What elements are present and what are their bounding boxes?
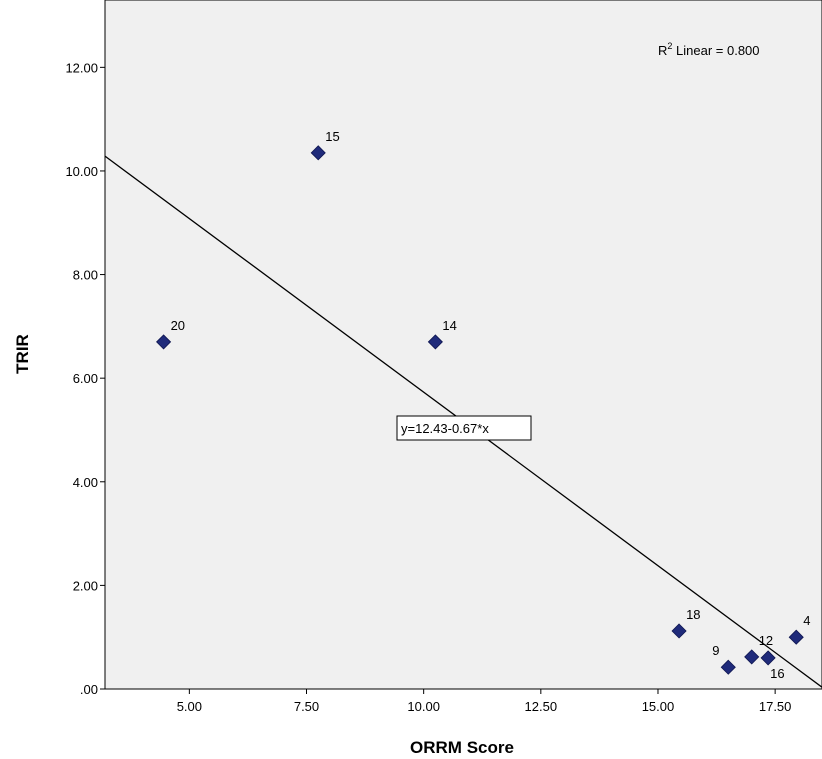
point-label: 4 [803,613,810,628]
data-point [760,650,776,666]
axis-layer: 5.00 7.50 10.00 12.50 15.00 17.50 .00 2.00 4.00 6… [65,60,791,714]
data-point [427,334,443,350]
x-tick-label: 7.50 [294,699,319,714]
x-tick-label: 12.50 [525,699,558,714]
x-tick-label: 5.00 [177,699,202,714]
y-tick-label: 2.00 [73,578,98,593]
fit-equation-frame [396,415,532,441]
plot-area [104,0,822,690]
data-point [671,623,687,639]
point-label: 15 [325,129,339,144]
points-layer: 20 15 14 18 9 12 16 4 [156,129,810,681]
data-point [720,659,736,675]
point-label: 9 [712,643,719,658]
point-label: 20 [171,318,185,333]
point-label: 18 [686,607,700,622]
fit-equation-box: y=12.43-0.67*x [396,415,532,441]
x-tick-label: 17.50 [759,699,792,714]
x-tick-label: 10.00 [407,699,440,714]
y-tick-label: 4.00 [73,475,98,490]
y-tick-label: 6.00 [73,371,98,386]
fit-equation-label: y=12.43-0.67*x [401,421,489,436]
r2-suffix: Linear = 0.800 [672,43,759,58]
data-point [744,649,760,665]
y-axis-title: TRIR [13,334,32,374]
data-point [156,334,172,350]
point-label: 12 [759,633,773,648]
data-point [788,629,804,645]
r2-prefix: R [658,43,667,58]
point-label: 14 [442,318,456,333]
y-tick-label: 12.00 [65,60,98,75]
y-tick-label: 10.00 [65,164,98,179]
r2-annotation: R2 Linear = 0.800 [658,41,760,58]
y-tick-label: .00 [80,682,98,697]
data-point [310,145,326,161]
y-tick-label: 8.00 [73,268,98,283]
x-tick-label: 15.00 [642,699,675,714]
r2-superscript: 2 [667,41,672,51]
point-label: 16 [770,666,784,681]
x-axis-title: ORRM Score [410,738,514,757]
